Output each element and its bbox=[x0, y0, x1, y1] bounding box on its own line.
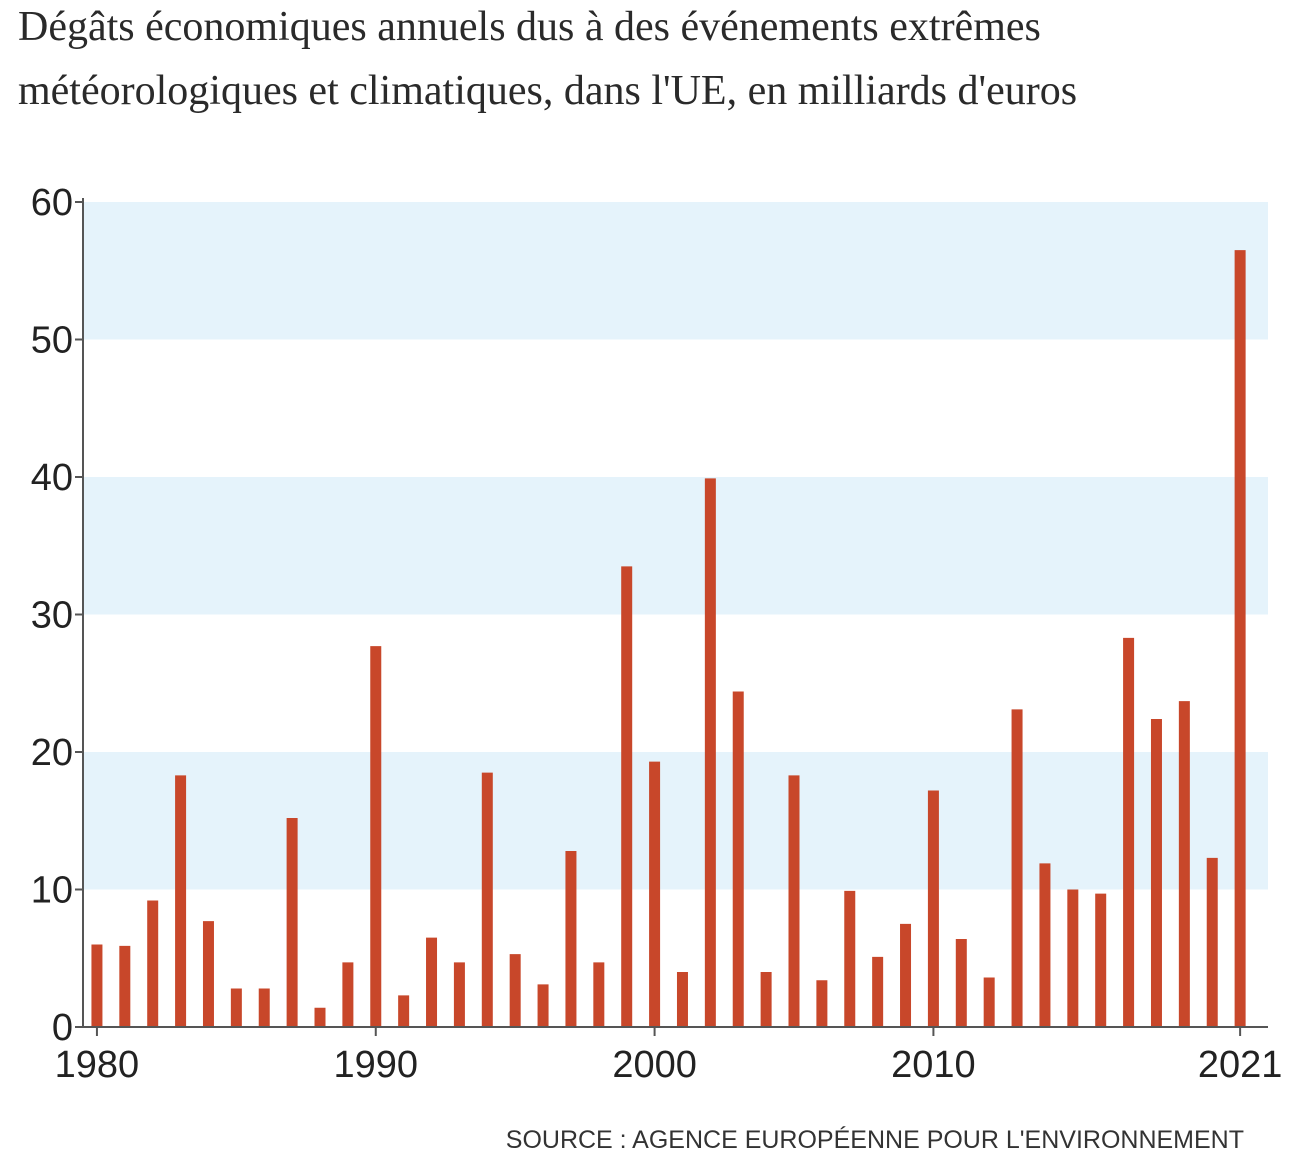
bar bbox=[537, 984, 549, 1027]
y-tick-label: 0 bbox=[52, 1007, 73, 1049]
bar bbox=[1095, 893, 1107, 1027]
bar bbox=[983, 977, 995, 1027]
bar bbox=[370, 646, 382, 1027]
bar bbox=[481, 772, 493, 1027]
bar bbox=[1123, 637, 1135, 1027]
bar bbox=[955, 939, 967, 1027]
bar bbox=[621, 566, 633, 1027]
bar bbox=[426, 937, 438, 1027]
y-tick-label: 60 bbox=[31, 182, 73, 224]
bar bbox=[844, 890, 856, 1027]
bar bbox=[175, 775, 187, 1027]
bar bbox=[119, 945, 131, 1027]
x-tick-label: 2010 bbox=[891, 1044, 976, 1086]
bar bbox=[788, 775, 800, 1027]
bar bbox=[872, 956, 884, 1027]
bar bbox=[649, 761, 661, 1027]
bar bbox=[1011, 709, 1023, 1027]
bar bbox=[927, 790, 939, 1027]
grid-band bbox=[83, 202, 1268, 340]
x-tick-label: 2021 bbox=[1198, 1044, 1283, 1086]
bar bbox=[314, 1007, 326, 1027]
bar bbox=[509, 954, 521, 1027]
bar bbox=[1206, 857, 1218, 1027]
bar bbox=[900, 923, 912, 1027]
bar bbox=[453, 962, 465, 1027]
bar bbox=[91, 944, 103, 1027]
bar bbox=[1150, 719, 1162, 1027]
bar bbox=[202, 921, 214, 1027]
grid-band bbox=[83, 752, 1268, 890]
bar bbox=[1067, 889, 1079, 1027]
bar bbox=[258, 988, 270, 1027]
bar bbox=[286, 818, 298, 1027]
bar bbox=[147, 900, 159, 1027]
y-tick-label: 10 bbox=[31, 870, 73, 912]
bar bbox=[1178, 701, 1190, 1027]
bar bbox=[1234, 250, 1246, 1027]
y-tick-label: 30 bbox=[31, 595, 73, 637]
bar bbox=[704, 478, 716, 1027]
bar bbox=[230, 988, 242, 1027]
source: SOURCE : AGENCE EUROPÉENNE POUR L'ENVIRO… bbox=[506, 1125, 1244, 1154]
bar bbox=[593, 962, 605, 1027]
chart-title: météorologiques et climatiques, dans l'U… bbox=[18, 68, 1077, 114]
y-tick-label: 20 bbox=[31, 732, 73, 774]
y-tick-label: 50 bbox=[31, 320, 73, 362]
x-tick-label: 2000 bbox=[612, 1044, 697, 1086]
bar bbox=[565, 851, 577, 1027]
bar bbox=[398, 995, 410, 1027]
y-tick-label: 40 bbox=[31, 457, 73, 499]
bar bbox=[342, 962, 354, 1027]
x-tick-label: 1980 bbox=[55, 1044, 140, 1086]
chart-title: Dégâts économiques annuels dus à des évé… bbox=[18, 4, 1041, 50]
bar bbox=[732, 691, 744, 1027]
bar bbox=[760, 972, 772, 1027]
grid-band bbox=[83, 477, 1268, 615]
bar bbox=[1039, 863, 1051, 1027]
bar bbox=[676, 972, 688, 1027]
x-tick-label: 1990 bbox=[333, 1044, 418, 1086]
bar bbox=[816, 980, 828, 1027]
